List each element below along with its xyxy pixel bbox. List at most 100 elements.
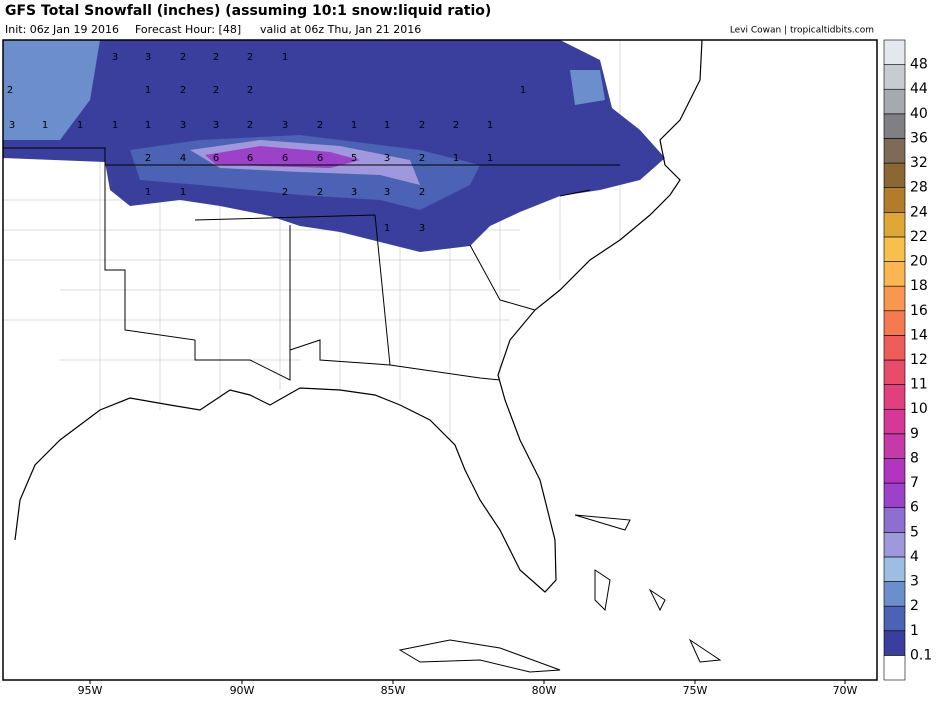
contour-label: 3 bbox=[145, 52, 151, 63]
colorbar-label: 18 bbox=[910, 278, 928, 294]
islands bbox=[398, 514, 722, 673]
contour-label: 2 bbox=[247, 120, 253, 131]
contour-label: 6 bbox=[282, 153, 288, 164]
longitude-label: 90W bbox=[230, 684, 255, 697]
colorbar-box bbox=[883, 605, 906, 632]
valid-time: valid at 06z Thu, Jan 21 2016 bbox=[260, 23, 421, 36]
contour-label: 2 bbox=[180, 52, 186, 63]
state-lines bbox=[3, 147, 620, 381]
colorbar-label: 44 bbox=[910, 81, 928, 97]
colorbar-box bbox=[883, 39, 906, 65]
contour-label: 6 bbox=[213, 153, 219, 164]
credit: Levi Cowan | tropicaltidbits.com bbox=[730, 26, 874, 36]
contour-label: 2 bbox=[282, 187, 288, 198]
longitude-label: 95W bbox=[78, 684, 103, 697]
contour-label: 2 bbox=[145, 153, 151, 164]
colorbar-label: 32 bbox=[910, 155, 928, 171]
colorbar-label: 1 bbox=[910, 623, 919, 639]
colorbar-box bbox=[883, 310, 906, 336]
contour-label: 2 bbox=[419, 153, 425, 164]
colorbar-box bbox=[883, 285, 906, 312]
colorbar-label: 48 bbox=[910, 57, 928, 73]
coastline bbox=[14, 39, 703, 593]
colorbar-label: 14 bbox=[910, 327, 928, 343]
map-labels: 3 3 2 2 2 1 2 1 2 2 2 1 3 1 1 1 1 3 3 2 3 2 1 1 2 2 1 2 4 6 6 6 6 5 3 2 1 1 1 1… bbox=[7, 52, 526, 234]
contour-label: 1 bbox=[145, 187, 151, 198]
contour-label: 4 bbox=[180, 153, 186, 164]
contour-label: 2 bbox=[419, 120, 425, 131]
contour-label: 3 bbox=[112, 52, 118, 63]
map-frame bbox=[2, 39, 878, 681]
contour-label: 1 bbox=[77, 120, 83, 131]
contour-label: 3 bbox=[419, 223, 425, 234]
contour-label: 1 bbox=[453, 153, 459, 164]
snow-shading bbox=[3, 40, 665, 252]
contour-label: 2 bbox=[247, 85, 253, 96]
colorbar-label: 0.1 bbox=[910, 647, 932, 663]
contour-label: 1 bbox=[487, 153, 493, 164]
colorbar-label: 3 bbox=[910, 574, 919, 590]
contour-label: 3 bbox=[384, 187, 390, 198]
contour-label: 1 bbox=[145, 120, 151, 131]
colorbar-box bbox=[883, 261, 906, 287]
colorbar-label: 40 bbox=[910, 106, 928, 122]
contour-label: 1 bbox=[145, 85, 151, 96]
colorbar-label: 20 bbox=[910, 254, 928, 270]
colorbar-box bbox=[883, 359, 906, 385]
colorbar-box bbox=[883, 335, 906, 361]
title: GFS Total Snowfall (inches) (assuming 10… bbox=[5, 3, 491, 19]
colorbar-box bbox=[883, 236, 906, 262]
colorbar-label: 24 bbox=[910, 204, 928, 220]
colorbar-label: 12 bbox=[910, 352, 928, 368]
colorbar-label: 5 bbox=[910, 524, 919, 540]
snow-area bbox=[3, 40, 605, 140]
colorbar-label: 16 bbox=[910, 303, 928, 319]
longitude-label: 75W bbox=[683, 684, 708, 697]
contour-label: 2 bbox=[213, 85, 219, 96]
colorbar-box bbox=[883, 655, 906, 681]
contour-label: 3 bbox=[351, 187, 357, 198]
contour-label: 2 bbox=[453, 120, 459, 131]
colorbar-label: 22 bbox=[910, 229, 928, 245]
contour-label: 1 bbox=[180, 187, 186, 198]
colorbar-box bbox=[883, 187, 906, 213]
longitude-label: 80W bbox=[532, 684, 557, 697]
colorbar-box bbox=[883, 113, 906, 139]
contour-label: 3 bbox=[213, 120, 219, 131]
contour-label: 6 bbox=[317, 153, 323, 164]
contour-label: 1 bbox=[112, 120, 118, 131]
colorbar-label: 28 bbox=[910, 180, 928, 196]
contour-label: 1 bbox=[384, 120, 390, 131]
contour-label: 3 bbox=[282, 120, 288, 131]
contour-label: 1 bbox=[487, 120, 493, 131]
longitude-label: 70W bbox=[833, 684, 858, 697]
colorbar-box bbox=[883, 64, 906, 90]
map: 3 3 2 2 2 1 2 1 2 2 2 1 3 1 1 1 1 3 3 2 3 2 1 1 2 2 1 2 4 6 6 6 6 5 3 2 1 1 1 1… bbox=[2, 39, 878, 681]
colorbar-box bbox=[883, 433, 906, 459]
colorbar-label: 6 bbox=[910, 500, 919, 516]
contour-label: 3 bbox=[180, 120, 186, 131]
contour-label: 2 bbox=[247, 52, 253, 63]
colorbar-box bbox=[883, 384, 906, 410]
longitude-axis: 95W 90W 85W 80W 75W 70W bbox=[78, 680, 858, 697]
colorbar-box bbox=[883, 212, 906, 238]
snow-area bbox=[205, 146, 360, 168]
colorbar-box bbox=[883, 138, 906, 164]
contour-label: 2 bbox=[419, 187, 425, 198]
contour-label: 1 bbox=[282, 52, 288, 63]
forecast-hour: Forecast Hour: [48] bbox=[135, 23, 241, 36]
colorbar-box bbox=[883, 507, 906, 533]
colorbar-label: 4 bbox=[910, 549, 919, 565]
contour-label: 6 bbox=[247, 153, 253, 164]
contour-label: 2 bbox=[180, 85, 186, 96]
colorbar-box bbox=[883, 482, 906, 508]
colorbar-box bbox=[883, 458, 906, 484]
contour-label: 5 bbox=[351, 153, 357, 164]
contour-label: 1 bbox=[351, 120, 357, 131]
colorbar-label: 7 bbox=[910, 475, 919, 491]
colorbar-label: 11 bbox=[910, 377, 928, 393]
contour-label: 1 bbox=[42, 120, 48, 131]
borders bbox=[3, 39, 722, 673]
contour-label: 2 bbox=[7, 85, 13, 96]
